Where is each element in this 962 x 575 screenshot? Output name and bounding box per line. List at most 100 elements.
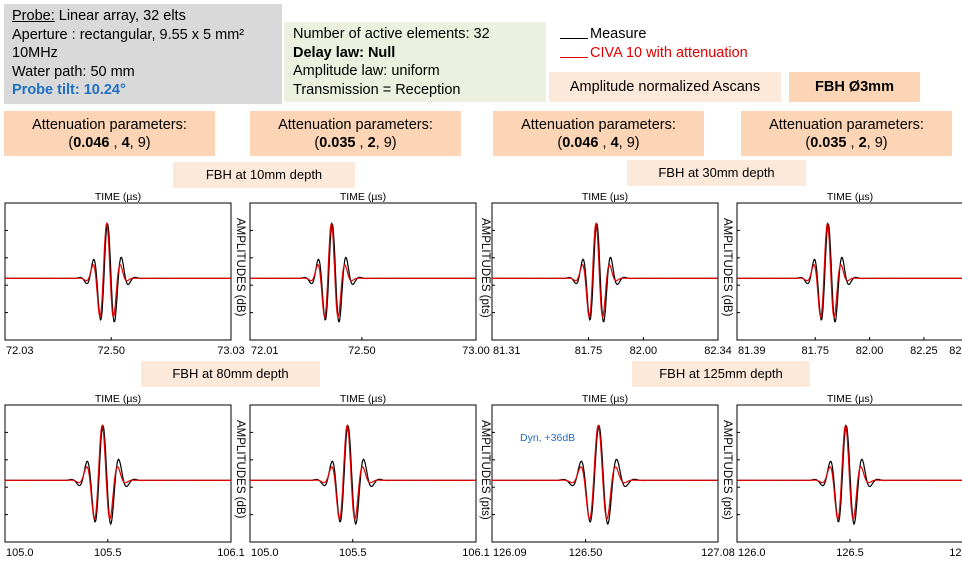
elements-info-box: Number of active elements: 32 Delay law:… [284,22,546,102]
plot-frame [491,404,719,543]
delay-law: Delay law: Null [293,44,396,61]
x-tick-label: 82.43 [949,345,962,357]
ascan-chart-5: TIME (µs) AMPLITUDES (dB) 105.0 105.5 106.1 [0,390,246,575]
civa-trace [492,221,718,319]
legend: Measure CIVA 10 with attenuation [550,22,960,68]
attenuation-box-2: Attenuation parameters: (0.035 , 2, 9) [250,111,461,156]
probe-aperture: Aperture : rectangular, 9.55 x 5 mm² [12,26,245,43]
x-tick-label: 82.25 [910,345,938,357]
attenuation-title: Attenuation parameters: [278,117,433,133]
attenuation-c: 9 [137,135,146,151]
x-tick-label: 105.5 [94,547,122,559]
attenuation-a: 0.035 [810,135,847,151]
legend-measure: Measure [560,26,646,42]
x-tick-label: 72.50 [97,345,125,357]
civa-trace [737,221,962,319]
attenuation-c: 9 [874,135,883,151]
attenuation-box-1: Attenuation parameters: (0.046 , 4, 9) [4,111,215,156]
x-tick-label: 81.39 [738,345,766,357]
plot-frame [249,202,477,341]
x-tick-label: 72.01 [251,345,279,357]
chart-title: TIME (µs) [827,393,873,405]
legend-civa-label: CIVA 10 with attenuation [590,45,748,61]
attenuation-b: 4 [121,135,130,151]
ascan-svg: TIME (µs) AMPLITUDES (pts) 72.01 72.50 73.00 [249,191,491,357]
attenuation-c: 9 [626,135,635,151]
fbh-label: FBH Ø3mm [789,72,920,102]
probe-label: Probe: [12,8,55,24]
ascan-chart-1: TIME (µs) AMPLITUDES (dB) 72.03 72.50 73.03 [0,188,246,373]
normalized-label: Amplitude normalized Ascans [549,72,781,102]
x-tick-label: 105.0 [6,547,34,559]
chart-title: TIME (µs) [340,393,386,405]
ascan-svg: TIME (µs) AMPLITUDES (pts) 126.09 126.50 127… [491,393,735,559]
y-axis-label: AMPLITUDES (dB) [234,218,246,317]
depth-label-80mm: FBH at 80mm depth [141,361,320,387]
attenuation-box-3: Attenuation parameters: (0.046 , 4, 9) [493,111,704,156]
x-tick-label: 81.31 [493,345,521,357]
amplitude-law: Amplitude law: uniform [293,63,440,79]
attenuation-b: 2 [858,135,867,151]
probe-info-box: Probe: Linear array, 32 elts Aperture : … [4,4,282,104]
ascan-chart-3: TIME (µs) AMPLITUDES (dB) 81.31 81.75 82.00 8… [487,188,733,373]
probe-frequency: 10MHz [12,45,58,61]
civa-trace [250,221,476,319]
x-tick-label: 73.03 [217,345,245,357]
y-axis-label: AMPLITUDES (dB) [721,218,733,317]
y-axis-label: AMPLITUDES (pts) [721,420,733,520]
depth-label-10mm: FBH at 10mm depth [173,162,355,188]
chart-title: TIME (µs) [582,191,628,203]
chart-title: TIME (µs) [827,191,873,203]
civa-trace [492,424,718,520]
x-tick-label: 82.34 [704,345,732,357]
plot-frame [4,404,232,543]
attenuation-a: 0.046 [73,135,110,151]
x-tick-label: 126.50 [569,547,603,559]
x-tick-label: 82.00 [856,345,884,357]
probe-type: Linear array, 32 elts [58,8,186,24]
x-tick-label: 106.1 [217,547,245,559]
y-axis-label: AMPLITUDES (pts) [479,218,491,318]
depth-label-30mm: FBH at 30mm depth [627,160,806,186]
x-tick-label: 127.08 [701,547,735,559]
chart-title: TIME (µs) [95,191,141,203]
active-elements: Number of active elements: 32 [293,26,490,42]
ascan-chart-4: TIME (µs)AMPLITUDES (pts)81.3981.7582.00… [732,188,962,373]
dynamic-annotation: Dyn, +36dB [520,432,575,444]
x-tick-label: 126.0 [738,547,766,559]
x-tick-label: 126.09 [493,547,527,559]
attenuation-title: Attenuation parameters: [32,117,187,133]
probe-tilt: Probe tilt: 10.24° [12,82,126,98]
attenuation-a: 0.035 [319,135,356,151]
legend-civa: CIVA 10 with attenuation [560,45,748,61]
ascan-chart-2: TIME (µs) AMPLITUDES (pts) 72.01 72.50 73.00 [245,188,491,373]
x-tick-label: 106.1 [462,547,490,559]
attenuation-a: 0.046 [562,135,599,151]
x-tick-label: 81.75 [801,345,829,357]
civa-trace [737,424,962,520]
ascan-svg: TIME (µs)AMPLITUDES (pts)81.3981.7582.00… [736,191,962,357]
chart-title: TIME (µs) [340,191,386,203]
x-tick-label: 105.5 [339,547,367,559]
x-tick-label: 73.00 [462,345,490,357]
x-tick-label: 72.50 [348,345,376,357]
civa-trace [5,424,231,520]
legend-measure-line [560,38,588,39]
y-axis-label: AMPLITUDES (dB) [234,420,246,519]
attenuation-title: Attenuation parameters: [769,117,924,133]
ascan-svg: TIME (µs) AMPLITUDES (pts) 105.0 105.5 106.1 [249,393,491,559]
x-tick-label: 105.0 [251,547,279,559]
x-tick-label: 81.75 [575,345,603,357]
attenuation-box-4: Attenuation parameters: (0.035 , 2, 9) [741,111,952,156]
ascan-svg: TIME (µs) AMPLITUDES (dB) 81.31 81.75 82.00 8… [491,191,733,357]
x-tick-label: 72.03 [6,345,34,357]
plot-frame [736,202,962,341]
ascan-chart-6: TIME (µs) AMPLITUDES (pts) 105.0 105.5 106.1 [245,390,491,575]
plot-frame [491,202,719,341]
ascan-svg: TIME (µs) AMPLITUDES (dB) 105.0 105.5 106.1 [4,393,246,559]
depth-label-125mm: FBH at 125mm depth [632,361,810,387]
attenuation-b: 2 [367,135,376,151]
legend-measure-label: Measure [590,26,647,42]
